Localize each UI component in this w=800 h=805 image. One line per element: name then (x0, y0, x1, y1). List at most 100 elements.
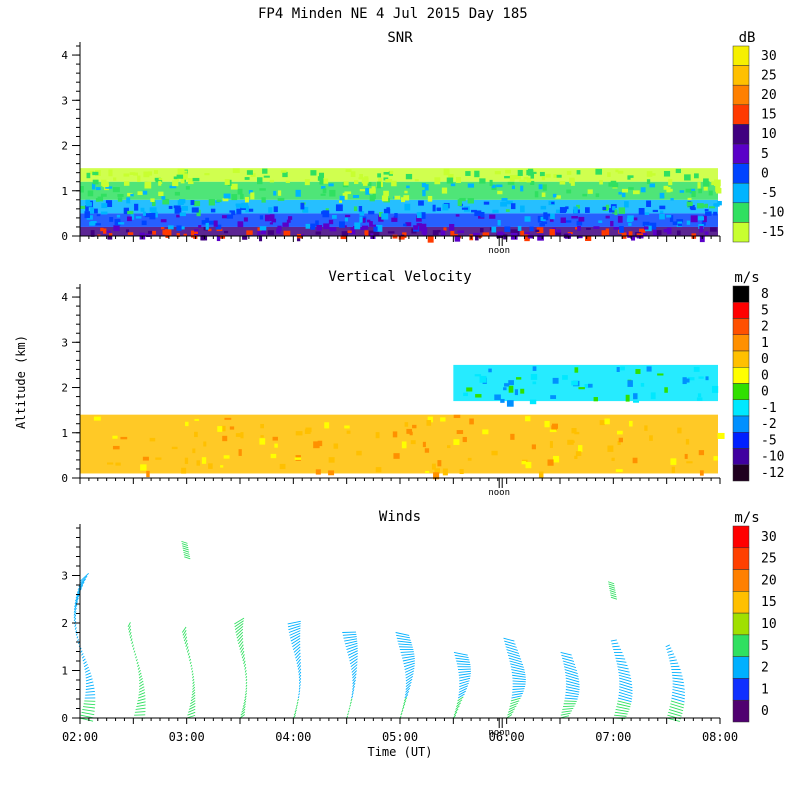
wind-barb (296, 707, 297, 709)
heatmap-cell (550, 395, 556, 399)
heatmap-cell (89, 222, 95, 226)
colorbar-swatch (733, 124, 749, 144)
heatmap-cell (319, 173, 324, 178)
heatmap-cell (537, 234, 544, 240)
colorbar-swatch (733, 416, 749, 432)
wind-barb (350, 702, 351, 704)
heatmap-cell (373, 226, 377, 231)
heatmap-cell (185, 458, 188, 464)
wind-barb (184, 557, 190, 559)
heatmap-cell (154, 170, 158, 174)
heatmap-cell (520, 206, 525, 213)
heatmap-cell (553, 378, 559, 384)
heatmap-cell (492, 210, 498, 213)
heatmap-cell (344, 425, 349, 428)
heatmap-cell (418, 200, 424, 205)
heatmap-cell (489, 215, 495, 219)
heatmap-cell (217, 426, 222, 432)
heatmap-cell (421, 212, 426, 219)
heatmap-cell (510, 175, 515, 181)
wind-barb (193, 682, 195, 684)
heatmap-cell (542, 176, 545, 180)
wind-barb (611, 640, 617, 641)
heatmap-cell (356, 451, 361, 456)
heatmap-cell (633, 401, 639, 403)
heatmap-cell (296, 190, 301, 197)
wind-barb (615, 655, 624, 656)
colorbar-swatch (733, 678, 749, 700)
heatmap-cell (168, 225, 174, 229)
heatmap-cell (474, 171, 479, 177)
heatmap-cell (588, 189, 593, 193)
heatmap-cell (606, 228, 609, 235)
wind-barb (246, 690, 247, 692)
heatmap-cell (622, 193, 626, 198)
wind-barb (667, 651, 672, 653)
colorbar-label: 25 (761, 68, 777, 83)
wind-barb (183, 550, 189, 552)
heatmap-cell (278, 190, 281, 195)
wind-barb (396, 633, 410, 636)
heatmap-cell (150, 198, 154, 202)
wind-barb (184, 637, 186, 641)
heatmap-cell (180, 212, 186, 216)
heatmap-cell (505, 170, 511, 174)
wind-barb (85, 695, 95, 696)
heatmap-cell (504, 226, 510, 231)
heatmap-cell (268, 230, 274, 235)
heatmap-cell (158, 192, 163, 196)
colorbar-label: 10 (761, 617, 777, 632)
heatmap-cell (456, 214, 460, 216)
heatmap-cell (627, 380, 632, 387)
heatmap-cell (194, 432, 198, 437)
heatmap-cell (236, 203, 242, 207)
wind-barb (454, 712, 457, 715)
heatmap-cell (259, 438, 265, 444)
heatmap-cell (411, 440, 416, 444)
wind-barb (136, 708, 146, 709)
heatmap-cell (669, 189, 673, 192)
wind-barb (299, 690, 300, 692)
heatmap-cell (567, 171, 571, 175)
colorbar-label: -1 (761, 401, 777, 416)
colorbar-swatch (733, 400, 749, 416)
heatmap-cell (501, 198, 507, 201)
wind-barb (246, 679, 247, 681)
wind-barb (401, 654, 414, 655)
heatmap-cell (260, 215, 263, 219)
colorbar-swatch (733, 302, 749, 318)
wind-barb (135, 654, 136, 656)
heatmap-cell (697, 182, 700, 188)
colorbar-swatch (733, 548, 749, 570)
heatmap-cell (231, 184, 238, 190)
colorbar-label: 25 (761, 552, 777, 567)
wind-barb (138, 699, 146, 701)
wind-barb (192, 687, 194, 689)
wind-barb (299, 681, 300, 683)
heatmap-cell (95, 223, 100, 225)
wind-barb (236, 629, 243, 635)
wind-barb (454, 652, 468, 655)
heatmap-cell (365, 230, 369, 236)
heatmap-cell (394, 196, 400, 200)
wind-barb (617, 664, 628, 666)
heatmap-cell (260, 226, 267, 230)
heatmap-cell (578, 387, 584, 389)
heatmap-cell (447, 178, 453, 184)
wind-barb (561, 655, 572, 658)
wind-barb (82, 712, 95, 714)
heatmap-cell (280, 464, 286, 469)
heatmap-cell (393, 235, 398, 239)
wind-barb (292, 638, 301, 644)
heatmap-cell (453, 439, 459, 445)
heatmap-cell (550, 441, 553, 448)
wind-barb (182, 544, 188, 546)
heatmap-cell (274, 444, 277, 448)
heatmap-cell (508, 182, 515, 185)
heatmap-cell (699, 226, 703, 232)
wind-barb (455, 655, 469, 657)
wind-barb (458, 671, 470, 672)
heatmap-cell (504, 383, 509, 386)
heatmap-cell (101, 194, 107, 197)
